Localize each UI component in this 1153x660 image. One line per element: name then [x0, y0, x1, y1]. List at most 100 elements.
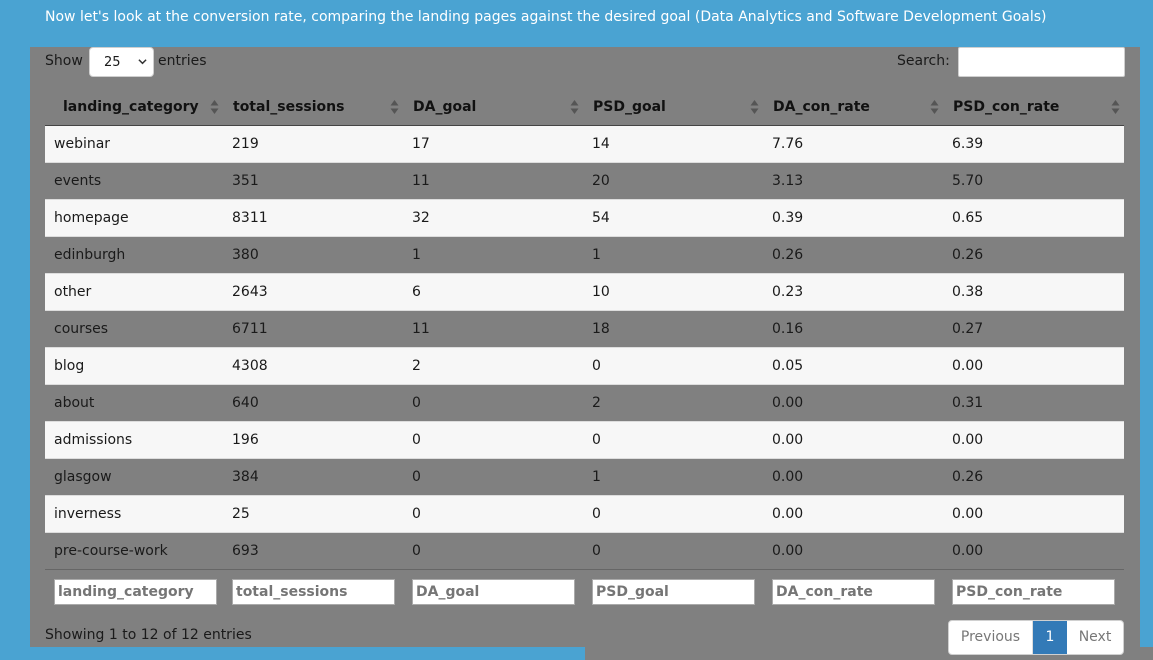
filter-input-landing-category[interactable]	[54, 579, 217, 606]
cell-psd-con-rate: 0.65	[943, 198, 1124, 236]
table-row: admissions 196 0 0 0.00 0.00	[45, 420, 1124, 458]
cell-psd-con-rate: 0.00	[943, 531, 1124, 569]
cell-psd-con-rate: 0.00	[943, 346, 1124, 384]
cell-psd-goal: 18	[583, 309, 763, 347]
cell-da-con-rate: 7.76	[763, 124, 943, 162]
table-row: blog 4308 2 0 0.05 0.00	[45, 346, 1124, 384]
filter-cell	[45, 568, 223, 609]
table-body: webinar 219 17 14 7.76 6.39 events 351 11 20 3.13 5…	[45, 124, 1124, 569]
cell-landing-category: events	[45, 161, 223, 199]
filter-row	[45, 568, 1124, 609]
cell-psd-con-rate: 0.26	[943, 457, 1124, 495]
chevron-down-icon	[138, 59, 147, 65]
cell-da-goal: 0	[403, 457, 583, 495]
entries-select[interactable]: 25	[89, 47, 154, 77]
sort-icon	[1111, 100, 1120, 114]
table-row: other 2643 6 10 0.23 0.38	[45, 272, 1124, 310]
table-row: webinar 219 17 14 7.76 6.39	[45, 124, 1124, 162]
cell-total-sessions: 380	[223, 235, 403, 273]
filter-cell	[763, 568, 943, 609]
sort-icon	[390, 100, 399, 114]
cell-landing-category: about	[45, 383, 223, 421]
column-header-da-goal[interactable]: DA_goal	[403, 89, 583, 126]
column-header-landing-category[interactable]: landing_category	[45, 89, 223, 126]
cell-psd-goal: 20	[583, 161, 763, 199]
filter-input-da-con-rate[interactable]	[772, 579, 935, 606]
cell-da-con-rate: 0.16	[763, 309, 943, 347]
cell-da-con-rate: 0.00	[763, 531, 943, 569]
cell-psd-goal: 0	[583, 420, 763, 458]
cell-total-sessions: 640	[223, 383, 403, 421]
cell-da-goal: 11	[403, 309, 583, 347]
cell-landing-category: glasgow	[45, 457, 223, 495]
pagination: Previous 1 Next	[948, 620, 1124, 655]
cell-da-con-rate: 3.13	[763, 161, 943, 199]
sort-icon	[210, 100, 219, 114]
sort-icon	[570, 100, 579, 114]
entries-label: entries	[158, 53, 207, 69]
search-label: Search:	[897, 53, 950, 69]
cell-total-sessions: 693	[223, 531, 403, 569]
cell-da-con-rate: 0.05	[763, 346, 943, 384]
table-row: pre-course-work 693 0 0 0.00 0.00	[45, 531, 1124, 569]
column-header-label: DA_goal	[413, 98, 477, 115]
cell-psd-con-rate: 0.27	[943, 309, 1124, 347]
column-header-total-sessions[interactable]: total_sessions	[223, 89, 403, 126]
cell-psd-goal: 1	[583, 457, 763, 495]
header-row: landing_category total_sessions DA_goal PSD…	[45, 89, 1124, 126]
cell-psd-con-rate: 5.70	[943, 161, 1124, 199]
cell-landing-category: webinar	[45, 124, 223, 162]
cell-total-sessions: 6711	[223, 309, 403, 347]
filter-cell	[403, 568, 583, 609]
filter-input-total-sessions[interactable]	[232, 579, 395, 606]
cell-da-goal: 0	[403, 420, 583, 458]
cell-da-goal: 0	[403, 383, 583, 421]
column-header-psd-con-rate[interactable]: PSD_con_rate	[943, 89, 1124, 126]
cell-psd-goal: 54	[583, 198, 763, 236]
cell-landing-category: inverness	[45, 494, 223, 532]
cell-landing-category: homepage	[45, 198, 223, 236]
cell-total-sessions: 2643	[223, 272, 403, 310]
sort-icon	[930, 100, 939, 114]
cell-landing-category: courses	[45, 309, 223, 347]
cell-da-con-rate: 0.23	[763, 272, 943, 310]
cell-da-goal: 0	[403, 494, 583, 532]
cell-da-con-rate: 0.00	[763, 383, 943, 421]
cell-landing-category: other	[45, 272, 223, 310]
cell-total-sessions: 196	[223, 420, 403, 458]
cell-psd-goal: 0	[583, 494, 763, 532]
previous-page-button[interactable]: Previous	[949, 621, 1033, 654]
column-header-psd-goal[interactable]: PSD_goal	[583, 89, 763, 126]
cell-total-sessions: 351	[223, 161, 403, 199]
show-label: Show	[45, 53, 83, 69]
filter-cell	[943, 568, 1124, 609]
filter-cell	[583, 568, 763, 609]
sort-icon	[750, 100, 759, 114]
cell-da-con-rate: 0.39	[763, 198, 943, 236]
filter-input-psd-con-rate[interactable]	[952, 579, 1115, 606]
page-1-button[interactable]: 1	[1033, 621, 1067, 654]
column-header-label: landing_category	[63, 98, 199, 115]
search-input[interactable]	[958, 47, 1125, 77]
column-header-label: total_sessions	[233, 98, 345, 115]
cell-da-goal: 11	[403, 161, 583, 199]
filter-input-da-goal[interactable]	[412, 579, 575, 606]
cell-total-sessions: 8311	[223, 198, 403, 236]
cell-da-goal: 2	[403, 346, 583, 384]
cell-psd-goal: 2	[583, 383, 763, 421]
table-row: homepage 8311 32 54 0.39 0.65	[45, 198, 1124, 236]
column-header-label: PSD_con_rate	[953, 98, 1060, 115]
next-page-button[interactable]: Next	[1078, 629, 1112, 645]
table-row: about 640 0 2 0.00 0.31	[45, 383, 1124, 421]
filter-input-psd-goal[interactable]	[592, 579, 755, 606]
column-header-da-con-rate[interactable]: DA_con_rate	[763, 89, 943, 126]
cell-total-sessions: 4308	[223, 346, 403, 384]
cell-psd-goal: 0	[583, 346, 763, 384]
table-controls: Show 25 entries Search:	[30, 47, 1140, 81]
cell-total-sessions: 384	[223, 457, 403, 495]
cell-da-goal: 1	[403, 235, 583, 273]
cell-landing-category: edinburgh	[45, 235, 223, 273]
cell-da-con-rate: 0.00	[763, 494, 943, 532]
data-table-wrapper: landing_category total_sessions DA_goal PSD…	[45, 89, 1124, 609]
column-header-label: PSD_goal	[593, 98, 666, 115]
